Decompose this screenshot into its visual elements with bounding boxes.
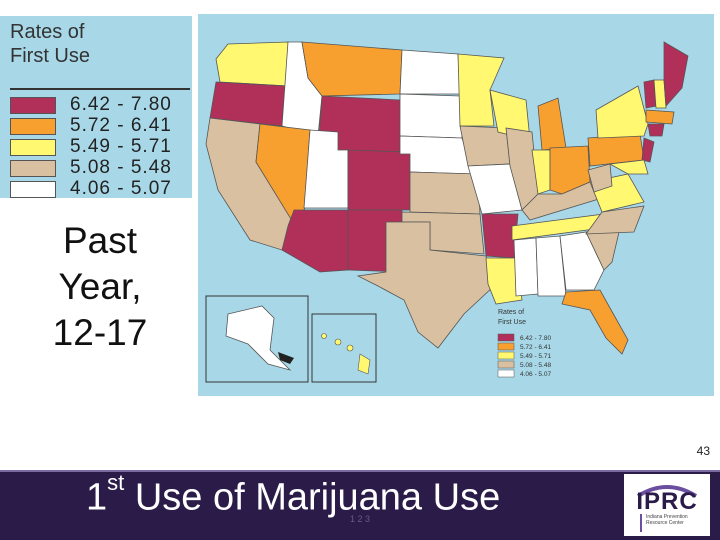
legend-item: 5.08 - 5.48 — [10, 157, 190, 178]
inset-legend-range: 5.49 - 5.71 — [520, 353, 551, 360]
state-north-carolina — [585, 205, 645, 235]
inset-legend-title-1: Rates of — [498, 309, 524, 316]
state-mississippi — [513, 237, 539, 297]
title-post: Use of Marijuana Use — [124, 476, 501, 519]
map-inset-legend: Rates of First Use 6.42 - 7.80 5.72 - 6.… — [497, 309, 551, 378]
legend-item: 6.42 - 7.80 — [10, 94, 190, 115]
legend-range: 5.72 - 6.41 — [70, 115, 172, 136]
state-maryland — [608, 159, 649, 175]
state-montana — [301, 41, 403, 97]
state-new-york — [595, 85, 649, 139]
state-massachusetts — [645, 109, 675, 125]
legend-title: Rates of First Use — [10, 20, 90, 68]
slide-subtitle: Past Year, 12-17 — [30, 218, 170, 356]
legend-swatch — [10, 160, 56, 177]
state-georgia — [559, 231, 605, 291]
footer-tiny-text: 1 2 3 — [350, 514, 371, 524]
state-arizona — [281, 209, 349, 273]
legend-swatch — [10, 118, 56, 135]
title-sup: st — [107, 470, 125, 495]
state-connecticut — [647, 123, 665, 137]
state-texas — [356, 221, 495, 349]
state-north-dakota — [399, 49, 461, 95]
alaska-panhandle-dark — [278, 352, 294, 364]
inset-legend-range: 4.06 - 5.07 — [520, 371, 551, 378]
footer-divider — [0, 470, 720, 472]
state-florida — [561, 289, 629, 355]
subtitle-line1: Past — [62, 220, 138, 261]
state-maine — [663, 41, 689, 107]
state-colorado — [347, 149, 411, 211]
inset-legend-range: 5.72 - 6.41 — [520, 344, 551, 351]
legend-divider — [10, 88, 190, 90]
legend-item: 5.49 - 5.71 — [10, 136, 190, 157]
legend-range: 5.49 - 5.71 — [70, 136, 172, 157]
state-south-dakota — [399, 93, 463, 139]
legend-item: 5.72 - 6.41 — [10, 115, 190, 136]
legend-panel: Rates of First Use 6.42 - 7.80 5.72 - 6.… — [0, 16, 192, 199]
state-new-jersey — [641, 137, 655, 163]
logo-arc-icon — [636, 485, 698, 498]
state-new-hampshire — [653, 79, 667, 109]
state-louisiana — [485, 257, 523, 305]
subtitle-line3: 12-17 — [52, 312, 148, 353]
inset-legend-range: 5.08 - 5.48 — [520, 362, 551, 369]
logo-name: IPRC — [636, 488, 698, 515]
legend-swatch — [10, 181, 56, 198]
legend-range: 6.42 - 7.80 — [70, 94, 172, 115]
legend-title-line2: First Use — [10, 45, 90, 67]
title-pre: 1 — [86, 476, 108, 519]
legend-title-line1: Rates of — [10, 21, 85, 43]
state-michigan — [537, 97, 567, 151]
logo-accent-line — [640, 514, 642, 532]
legend-swatch — [10, 97, 56, 114]
map-svg: Rates of First Use 6.42 - 7.80 5.72 - 6.… — [205, 41, 689, 383]
state-minnesota — [457, 53, 505, 127]
slide-title: 1st Use of Marijuana Use — [86, 470, 501, 520]
footer-bar — [0, 470, 720, 540]
page-number: 43 — [696, 444, 710, 458]
state-alaska — [225, 305, 292, 371]
state-kansas — [409, 171, 481, 215]
subtitle-line2: Year, — [58, 266, 142, 307]
legend-range: 5.08 - 5.48 — [70, 157, 172, 178]
iprc-logo: IPRC Indiana Prevention Resource Center — [624, 474, 710, 536]
legend-swatch — [10, 139, 56, 156]
inset-legend-range: 6.42 - 7.80 — [520, 335, 551, 342]
legend-range: 4.06 - 5.07 — [70, 178, 172, 199]
state-washington — [215, 41, 289, 87]
inset-legend-title-2: First Use — [498, 319, 526, 326]
us-choropleth-map: Rates of First Use 6.42 - 7.80 5.72 - 6.… — [198, 14, 714, 396]
state-hawaii — [321, 333, 371, 375]
state-west-virginia — [587, 163, 613, 193]
legend-item: 4.06 - 5.07 — [10, 178, 190, 199]
logo-subtitle: Indiana Prevention Resource Center — [646, 514, 688, 526]
